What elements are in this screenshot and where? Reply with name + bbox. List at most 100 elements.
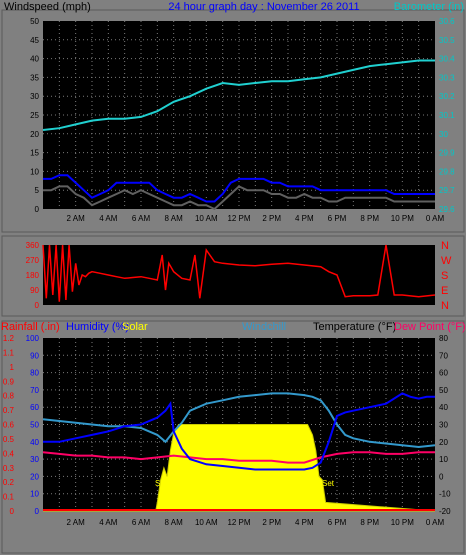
direction-compass-tick: N [441, 240, 449, 252]
humidity-tick: 90 [30, 351, 39, 360]
time-tick: 8 AM [165, 518, 184, 527]
time-tick: 8 PM [360, 518, 379, 527]
windspeed-tick: 10 [30, 167, 39, 176]
humidity-tick: 40 [30, 438, 39, 447]
temperature-tick: 70 [439, 351, 448, 360]
wind-grid [43, 21, 435, 209]
windspeed-tick: 30 [30, 92, 39, 101]
rainfall-tick: 0.6 [3, 421, 15, 430]
climate-series [42, 385, 436, 512]
rainfall-axis-label: Rainfall (.in) [1, 321, 60, 333]
time-tick: 12 PM [227, 214, 250, 223]
humidity-tick: 50 [30, 421, 39, 430]
direction-series [42, 244, 436, 302]
barometer-tick: 30.5 [439, 36, 455, 45]
time-tick: 2 PM [262, 214, 281, 223]
humidity-tick: 60 [30, 403, 39, 412]
time-tick: 10 AM [195, 214, 218, 223]
barometer-axis-label: Barometer (in) [394, 1, 464, 13]
rainfall-tick: 0.9 [3, 377, 15, 386]
direction-compass-tick: N [441, 300, 449, 312]
humidity-tick: 10 [30, 490, 39, 499]
time-tick: 4 AM [99, 518, 118, 527]
temperature-tick: 10 [439, 455, 448, 464]
sunset-annotation: Set [322, 479, 335, 488]
humidity-tick: 0 [35, 507, 40, 516]
humidity-tick: 80 [30, 369, 39, 378]
rainfall-tick: 0.4 [3, 449, 15, 458]
windspeed-tick: 45 [30, 36, 39, 45]
time-tick: 10 AM [195, 518, 218, 527]
graph-title: 24 hour graph day : November 26 2011 [168, 1, 359, 13]
barometer-tick: 29.9 [439, 149, 455, 158]
direction-degree-tick: 270 [26, 256, 40, 265]
time-tick: 6 AM [132, 518, 151, 527]
humidity-tick: 30 [30, 455, 39, 464]
barometer-tick: 30.3 [439, 73, 455, 82]
time-tick: 6 PM [328, 518, 347, 527]
wind-series [42, 59, 435, 211]
time-tick: 6 PM [328, 214, 347, 223]
direction-compass-tick: W [441, 255, 452, 267]
windspeed-tick: 5 [35, 186, 40, 195]
time-tick: 0 AM [426, 214, 445, 223]
series-speed [43, 185, 435, 211]
series-gust [42, 143, 435, 199]
temperature-tick: 40 [439, 403, 448, 412]
direction-degree-tick: 90 [30, 286, 39, 295]
solar-axis-label: Solar [122, 321, 148, 333]
series-dew [42, 451, 435, 464]
rainfall-tick: 0.5 [3, 435, 15, 444]
direction-plot-area [43, 245, 435, 305]
time-tick: 4 PM [295, 518, 314, 527]
rainfall-tick: 0 [10, 507, 15, 516]
barometer-tick: 30.2 [439, 92, 455, 101]
barometer-tick: 29.8 [439, 167, 455, 176]
rainfall-tick: 0.1 [3, 493, 15, 502]
time-tick: 2 PM [262, 518, 281, 527]
climate-ticks: 0 0.1 0.2 0.3 0.4 0.5 0.6 0.7 0.8 0.9 1 1.1 1.2 0 10 20… [3, 334, 451, 527]
wind-ticks: 0 5 10 15 20 25 30 35 40 45 50 29.6 29.7 29.8 29.9 30 30… [30, 17, 455, 223]
time-tick: 12 PM [227, 518, 250, 527]
barometer-tick: 29.6 [439, 205, 455, 214]
temperature-tick: 0 [439, 472, 444, 481]
humidity-tick: 70 [30, 386, 39, 395]
temperature-tick: -20 [439, 507, 451, 516]
rainfall-tick: 0.2 [3, 478, 15, 487]
barometer-tick: 30.4 [439, 55, 455, 64]
series-temp [42, 385, 436, 438]
rainfall-tick: 1 [10, 363, 15, 372]
time-tick: 8 PM [360, 214, 379, 223]
direction-degree-tick: 180 [26, 271, 40, 280]
rainfall-tick: 1.2 [3, 334, 15, 343]
series-avg [43, 174, 435, 203]
series-dir [42, 244, 436, 302]
windspeed-tick: 40 [30, 55, 39, 64]
time-tick: 8 AM [165, 214, 184, 223]
temperature-tick: 80 [439, 334, 448, 343]
time-tick: 2 AM [67, 518, 86, 527]
direction-compass-tick: E [441, 285, 448, 297]
dewpoint-axis-label: Dew Point (°F) [394, 321, 466, 333]
windspeed-tick: 25 [30, 111, 39, 120]
time-tick: 4 AM [99, 214, 118, 223]
direction-degree-tick: 0 [35, 301, 40, 310]
barometer-tick: 30.6 [439, 17, 455, 26]
series-baro [42, 59, 435, 131]
direction-compass-tick: S [441, 270, 448, 282]
rainfall-tick: 1.1 [3, 348, 15, 357]
temperature-tick: -10 [439, 490, 451, 499]
rainfall-tick: 0.3 [3, 464, 15, 473]
rainfall-tick: 0.8 [3, 392, 15, 401]
temperature-tick: 20 [439, 438, 448, 447]
temperature-tick: 30 [439, 421, 448, 430]
time-tick: 6 AM [132, 214, 151, 223]
time-tick: 10 PM [391, 518, 414, 527]
windchill-axis-label: Windchill [242, 321, 286, 333]
windspeed-tick: 35 [30, 73, 39, 82]
time-tick: 2 AM [67, 214, 86, 223]
humidity-axis-label: Humidity (%) [66, 321, 129, 333]
temperature-tick: 50 [439, 386, 448, 395]
